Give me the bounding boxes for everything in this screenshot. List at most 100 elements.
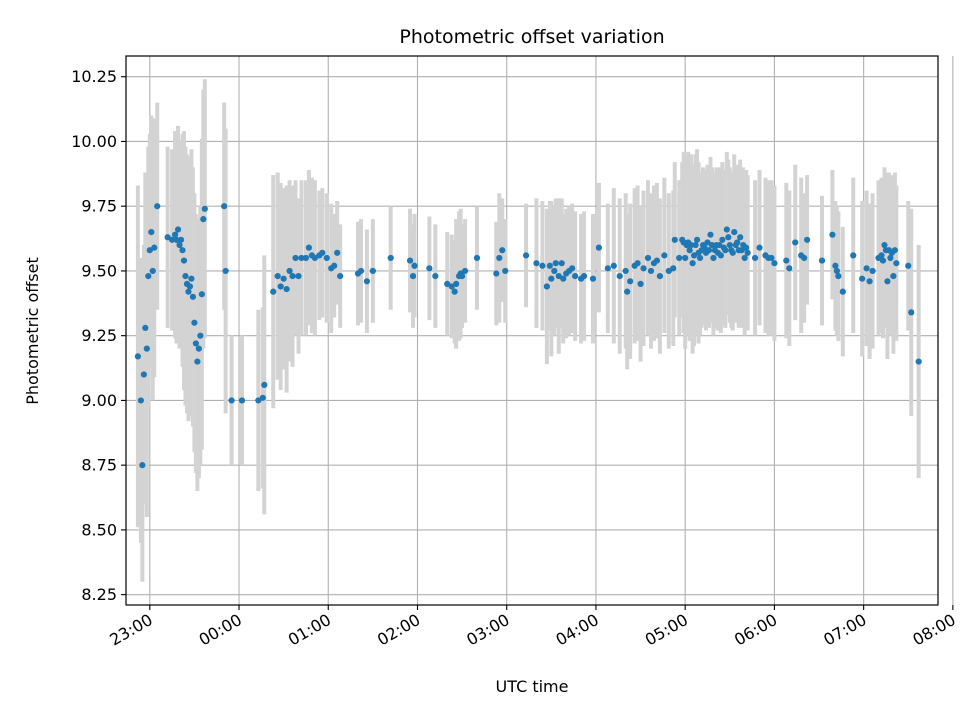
data-point <box>656 273 663 280</box>
data-point <box>453 280 460 287</box>
data-point <box>292 254 299 262</box>
data-point <box>719 236 726 243</box>
data-point <box>533 260 540 267</box>
y-tick-label: 10.25 <box>71 67 117 86</box>
chart-title: Photometric offset variation <box>399 26 664 48</box>
data-point <box>722 247 729 254</box>
data-point <box>169 236 176 243</box>
data-point <box>710 254 717 262</box>
data-point <box>185 288 192 295</box>
data-point <box>627 278 634 285</box>
data-point <box>411 262 418 269</box>
data-point <box>142 324 149 332</box>
data-point <box>610 262 617 269</box>
data-point <box>295 273 302 280</box>
data-point <box>893 260 900 267</box>
data-point <box>194 358 201 365</box>
data-point <box>323 254 330 262</box>
data-point <box>783 257 790 264</box>
data-point <box>198 291 205 298</box>
data-point <box>149 267 156 275</box>
data-point <box>493 270 500 277</box>
data-point <box>192 340 199 347</box>
data-point <box>707 231 714 238</box>
data-point <box>426 265 433 272</box>
data-point <box>154 203 161 210</box>
data-point <box>804 236 811 243</box>
data-point <box>270 288 277 295</box>
data-point <box>801 254 808 262</box>
data-point <box>289 273 296 280</box>
data-point <box>201 205 208 212</box>
data-point <box>261 381 268 388</box>
data-point <box>546 262 553 269</box>
data-point <box>197 332 204 339</box>
data-point <box>744 249 751 256</box>
data-point <box>189 293 197 300</box>
data-point <box>177 236 185 243</box>
data-point <box>634 260 641 267</box>
data-point <box>140 371 147 378</box>
data-point <box>890 273 897 280</box>
data-point <box>173 236 180 243</box>
data-point <box>708 241 716 249</box>
data-point <box>151 244 158 251</box>
data-point <box>661 252 668 259</box>
data-point <box>792 239 799 246</box>
y-tick-label: 9.00 <box>81 391 117 410</box>
data-point <box>363 278 371 285</box>
data-point <box>644 254 652 262</box>
data-point <box>473 254 481 262</box>
plot-frame <box>125 55 939 606</box>
data-point <box>729 249 736 256</box>
data-point <box>191 319 198 326</box>
data-point <box>274 273 281 280</box>
data-point <box>522 252 530 259</box>
data-point <box>409 273 417 280</box>
data-point <box>771 260 778 267</box>
data-point <box>387 254 394 262</box>
data-point <box>839 288 846 295</box>
data-point <box>406 257 414 264</box>
data-point <box>692 241 699 249</box>
data-point <box>756 244 763 251</box>
data-point <box>915 358 922 365</box>
data-point <box>186 283 194 290</box>
data-point <box>696 254 704 262</box>
data-point <box>731 228 738 236</box>
data-point <box>637 280 644 287</box>
data-point <box>200 216 207 223</box>
data-point <box>866 278 873 285</box>
data-point <box>671 236 678 243</box>
data-point <box>580 273 588 280</box>
y-tick-label: 8.25 <box>81 585 117 604</box>
y-tick-label: 9.25 <box>81 326 117 345</box>
data-point <box>143 345 150 352</box>
data-point <box>180 257 188 264</box>
data-point <box>640 265 647 272</box>
data-point <box>195 345 202 352</box>
data-point <box>298 254 305 262</box>
data-point <box>179 247 186 254</box>
x-axis-label: UTC time <box>496 677 569 696</box>
data-point <box>432 273 439 280</box>
data-point <box>496 254 503 262</box>
data-point <box>850 252 857 259</box>
data-point <box>560 275 567 282</box>
data-point <box>604 265 611 272</box>
data-point <box>286 267 293 275</box>
data-point <box>786 265 793 272</box>
data-point <box>222 267 229 275</box>
data-point <box>459 273 466 280</box>
data-point <box>552 260 559 267</box>
data-point <box>688 241 695 249</box>
data-point <box>280 275 287 282</box>
data-point <box>331 262 338 269</box>
data-point <box>238 397 246 404</box>
data-point <box>134 353 141 360</box>
y-tick-label: 9.75 <box>81 197 117 216</box>
data-point <box>319 249 326 256</box>
y-tick-label: 8.50 <box>81 520 117 539</box>
